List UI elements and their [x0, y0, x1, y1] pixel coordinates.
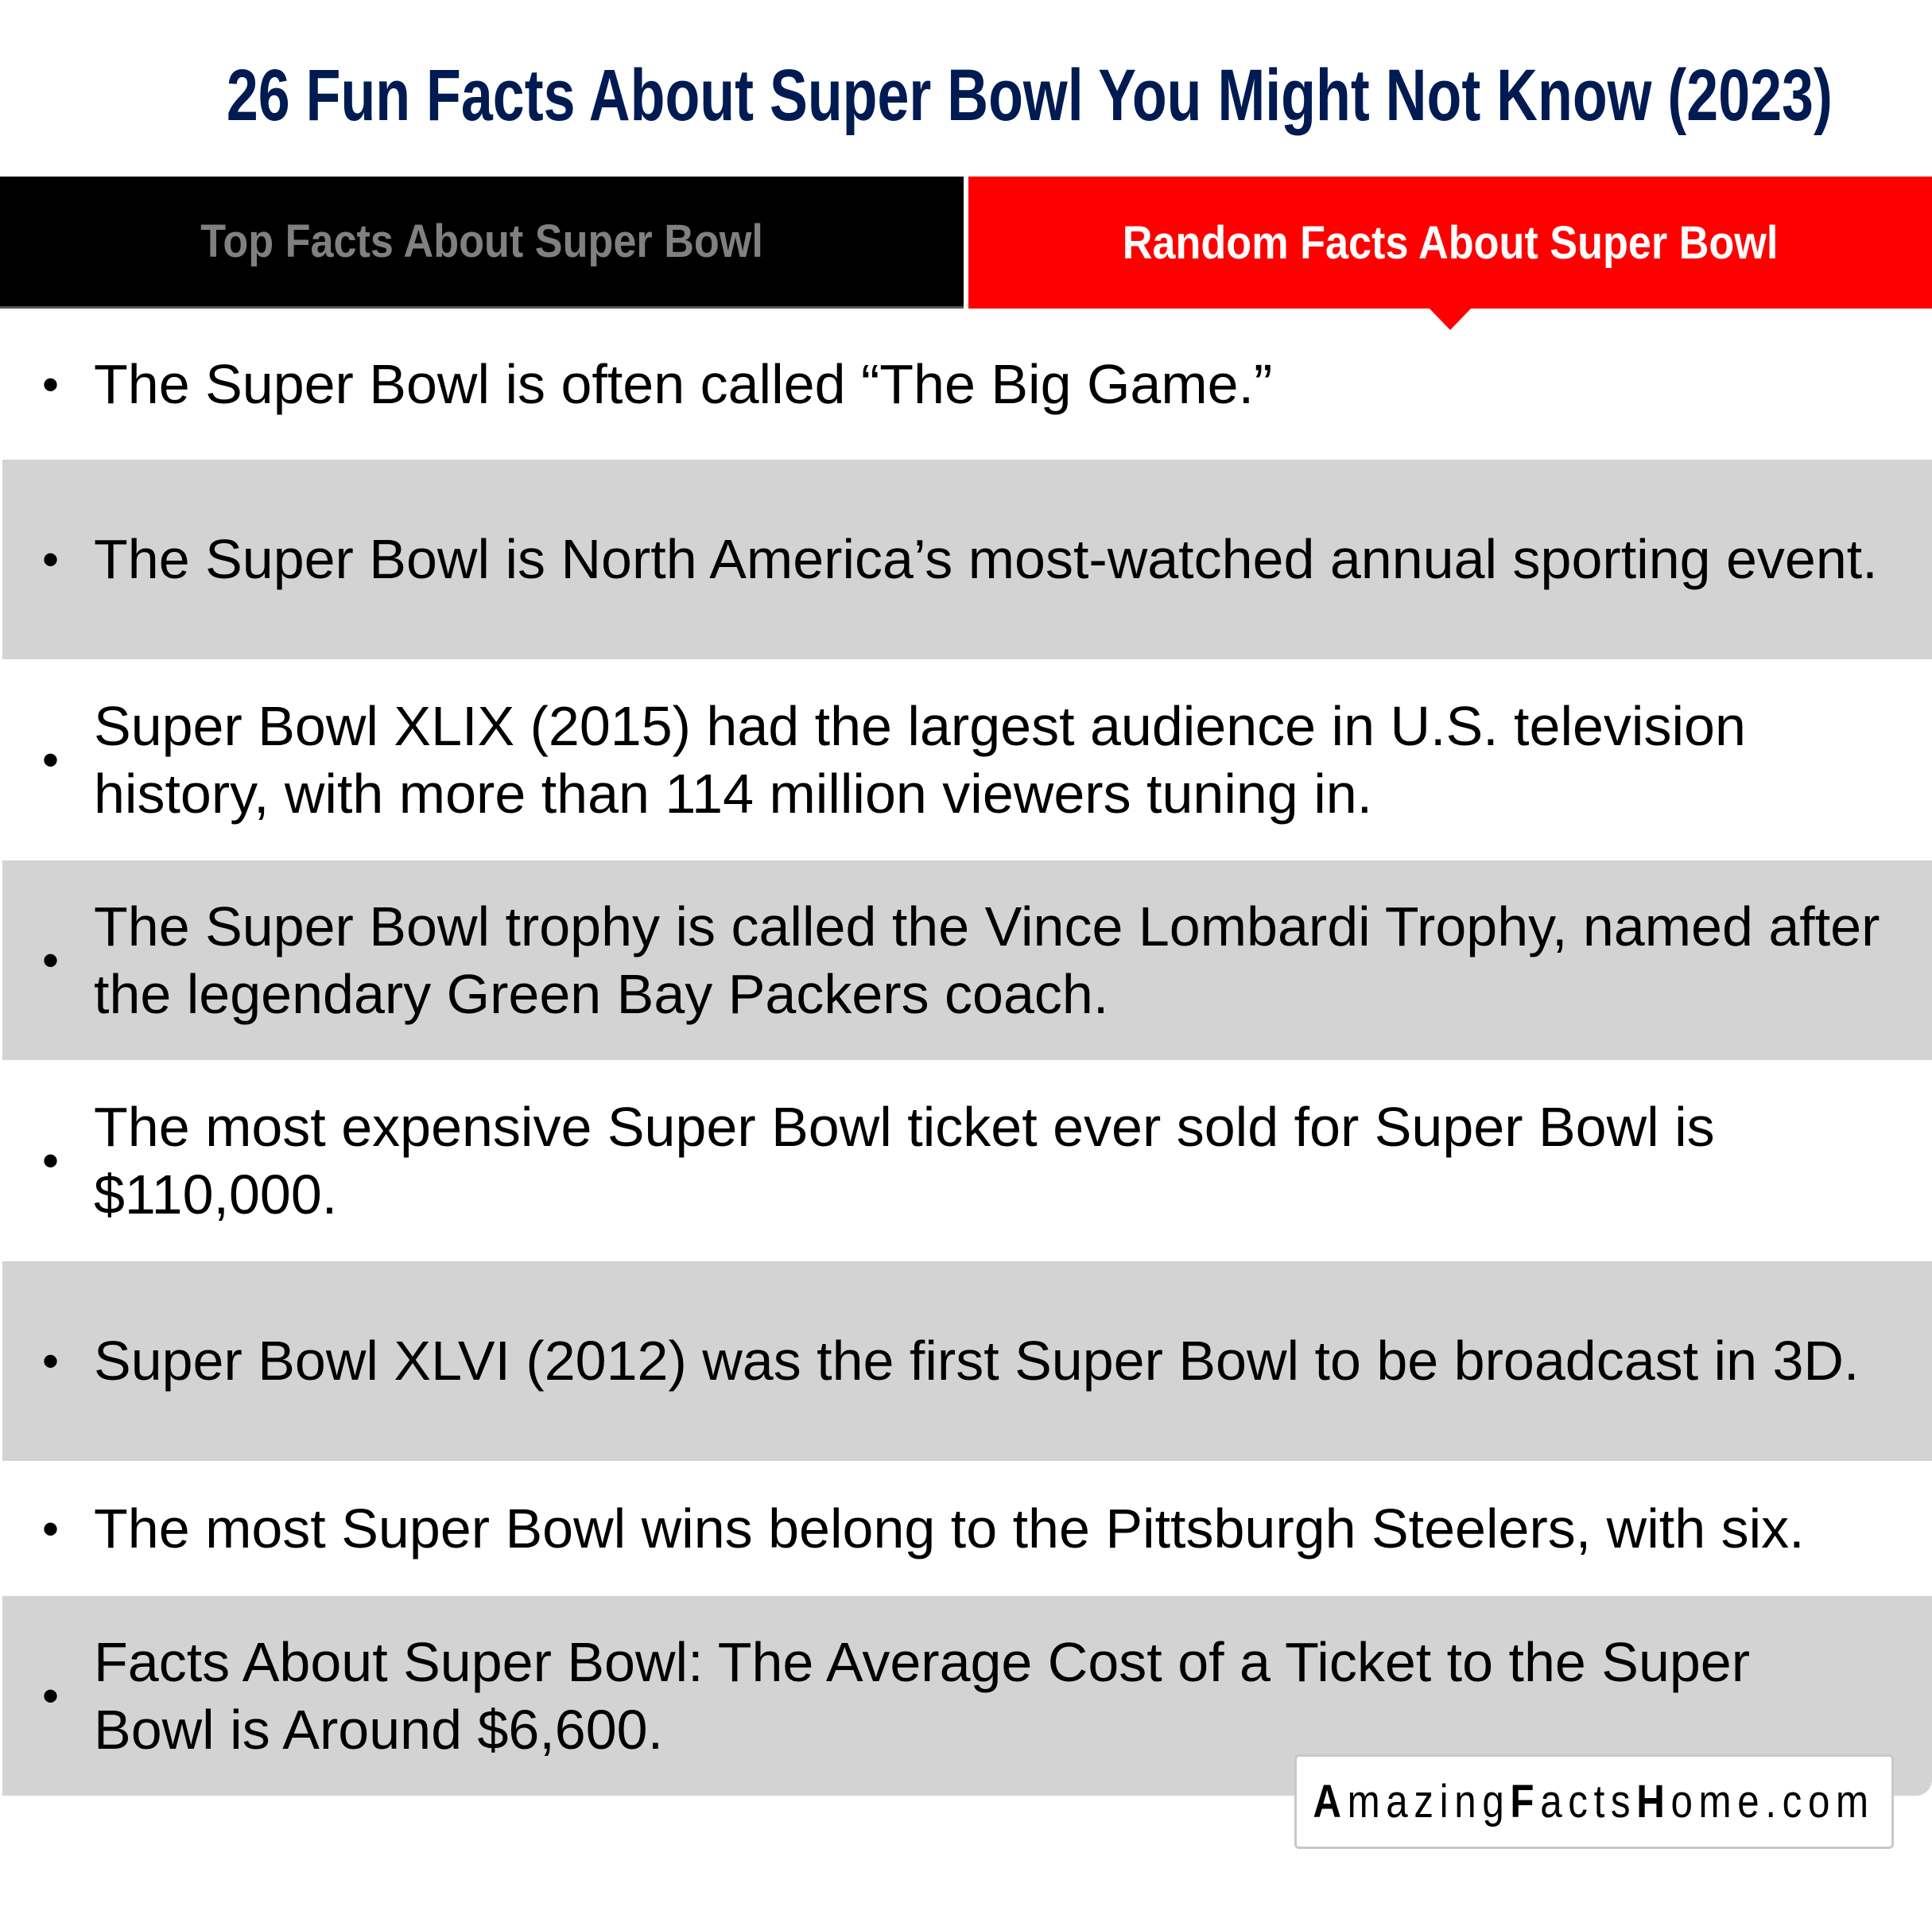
- active-tab-pointer: [1429, 308, 1472, 330]
- tab-label: Random Facts About Super Bowl: [1122, 216, 1779, 269]
- list-item: • The Super Bowl is North America’s most-…: [2, 460, 1932, 659]
- bullet-icon: •: [42, 934, 60, 987]
- page-title: 26 Fun Facts About Super Bowl You Might …: [226, 55, 1833, 136]
- bullet-icon: •: [42, 1134, 60, 1187]
- list-item: • Facts About Super Bowl: The Average Cos…: [2, 1596, 1932, 1796]
- list-item: • The Super Bowl is often called “The Big…: [42, 352, 1273, 415]
- tab-label: Top Facts About Super Bowl: [200, 216, 763, 267]
- list-item: • Super Bowl XLVI (2012) was the first Su…: [2, 1261, 1932, 1461]
- watermark-logo: AmazingFactsHome.com: [1294, 1754, 1894, 1849]
- bullet-icon: •: [42, 1501, 60, 1556]
- bullet-icon: •: [42, 533, 60, 586]
- list-item: • The most Super Bowl wins belong to the …: [42, 1497, 1805, 1559]
- tab-random-facts[interactable]: Random Facts About Super Bowl: [968, 177, 1932, 309]
- bullet-icon: •: [42, 1669, 60, 1723]
- bullet-icon: •: [42, 357, 60, 411]
- list-item: • Super Bowl XLIX (2015) had the largest …: [42, 694, 1746, 825]
- list-item: • The most expensive Super Bowl ticket ev…: [42, 1095, 1715, 1225]
- bullet-icon: •: [42, 733, 60, 787]
- bullet-icon: •: [42, 1334, 60, 1388]
- list-item: • The Super Bowl trophy is called the Vin…: [2, 860, 1932, 1060]
- tab-top-facts[interactable]: Top Facts About Super Bowl: [0, 177, 964, 309]
